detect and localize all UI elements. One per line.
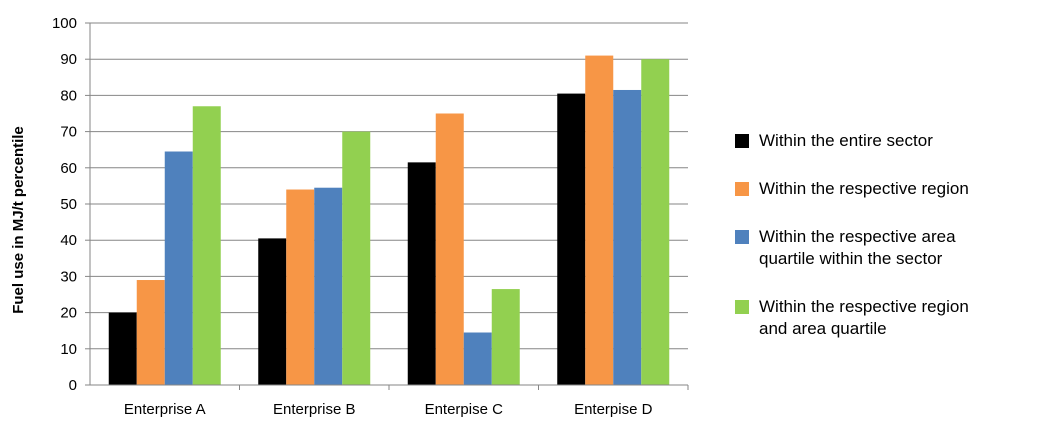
y-tick-label: 100 <box>52 15 77 32</box>
bar <box>314 187 343 385</box>
bar <box>286 189 315 385</box>
y-axis-label: Fuel use in MJ/t percentile <box>10 126 27 314</box>
bar <box>136 280 165 385</box>
legend-item: Within the respective area quartile with… <box>733 226 1033 270</box>
legend-label: Within the entire sector <box>759 131 933 150</box>
bar <box>641 59 670 385</box>
y-tick-label: 90 <box>60 51 77 68</box>
y-tick-label: 10 <box>60 341 77 358</box>
bar <box>108 312 137 385</box>
y-tick-label: 0 <box>69 377 77 394</box>
bar <box>613 89 642 385</box>
x-tick-labels: Enterprise A Enterprise B Enterpise C Enter… <box>124 401 653 418</box>
bar <box>491 289 520 385</box>
legend-item: Within the entire sector <box>733 130 1033 152</box>
bar <box>435 113 464 385</box>
y-tick-label: 80 <box>60 87 77 104</box>
x-tick-label: Enterpise D <box>574 401 653 418</box>
legend-label: Within the respective region <box>759 179 969 198</box>
x-tick-label: Enterprise A <box>124 401 206 418</box>
legend-swatch <box>735 300 749 314</box>
legend-item: Within the respective region and area qu… <box>733 296 1033 340</box>
bar <box>192 106 221 385</box>
y-tick-label: 40 <box>60 232 77 249</box>
axes <box>85 22 689 390</box>
y-tick-label: 60 <box>60 160 77 177</box>
legend-swatch <box>735 134 749 148</box>
x-tick-label: Enterpise C <box>425 401 504 418</box>
bar <box>164 151 193 385</box>
bar <box>463 332 492 385</box>
y-tick-label: 20 <box>60 305 77 322</box>
bar <box>258 238 287 385</box>
y-tick-label: 70 <box>60 124 77 141</box>
legend-label: Within the respective area quartile with… <box>759 227 956 268</box>
legend-swatch <box>735 230 749 244</box>
bar <box>557 93 586 385</box>
x-tick-label: Enterprise B <box>273 401 356 418</box>
bars <box>108 55 670 386</box>
y-tick-labels: 0 10 20 30 40 50 60 70 80 90 100 <box>52 15 77 394</box>
bar <box>407 162 436 385</box>
bar <box>585 55 614 386</box>
legend-swatch <box>735 182 749 196</box>
y-tick-label: 50 <box>60 196 77 213</box>
legend: Within the entire sector Within the respe… <box>733 130 1033 366</box>
legend-item: Within the respective region <box>733 178 1033 200</box>
bar <box>342 131 371 385</box>
y-tick-label: 30 <box>60 268 77 285</box>
legend-label: Within the respective region and area qu… <box>759 297 969 338</box>
